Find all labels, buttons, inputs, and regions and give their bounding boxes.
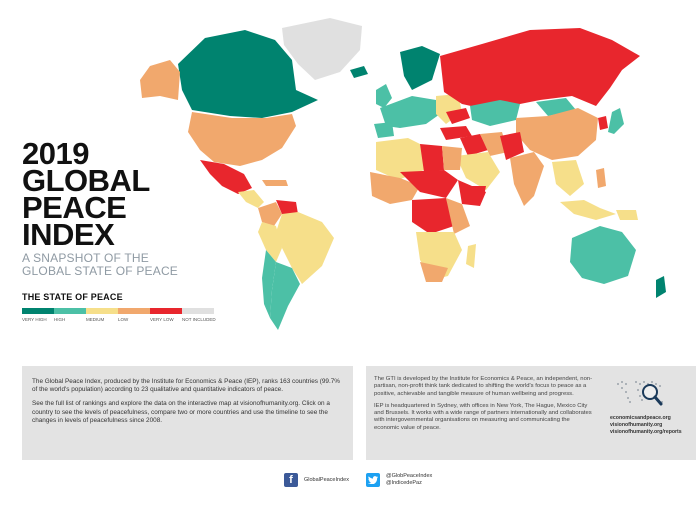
magnifier-map-icon	[617, 381, 663, 406]
legend-item-very-high: VERY HIGH	[22, 308, 54, 322]
legend-swatch	[22, 308, 54, 314]
legend-label: VERY LOW	[150, 317, 174, 322]
map-region-iberia[interactable]	[374, 122, 394, 138]
map-region-north-africa[interactable]	[376, 138, 428, 180]
map-region-egypt[interactable]	[442, 146, 462, 170]
map-region-brazil[interactable]	[276, 212, 334, 284]
legend-item-medium: MEDIUM	[86, 308, 118, 322]
map-region-india[interactable]	[510, 152, 544, 206]
map-region-south-africa[interactable]	[420, 262, 448, 282]
map-region-usa[interactable]	[188, 112, 296, 166]
map-region-turkey[interactable]	[440, 126, 472, 140]
legend-item-not-included: NOT INCLUDED	[182, 308, 216, 322]
map-region-kazakhstan[interactable]	[470, 100, 520, 126]
map-region-sahel[interactable]	[400, 170, 458, 198]
map-region-colombia[interactable]	[258, 202, 282, 226]
twitter-handle-paz: @IndicedePaz	[386, 480, 422, 486]
map-region-scandinavia[interactable]	[400, 46, 440, 90]
legend-bar: VERY HIGH HIGH MEDIUM LOW VERY LOW NOT I…	[22, 308, 216, 322]
legend-swatch	[86, 308, 118, 314]
iep-offices: IEP is headquartered in Sydney, with off…	[374, 402, 592, 431]
legend-item-low: LOW	[118, 308, 150, 322]
legend: THE STATE OF PEACE VERY HIGH HIGH MEDIUM…	[22, 292, 216, 322]
about-gpi-panel: The Global Peace Index, produced by the …	[22, 366, 353, 460]
map-region-caribbean[interactable]	[262, 180, 288, 186]
iep-links: economicsandpeace.org visionofhumanity.o…	[610, 415, 682, 436]
facebook-icon: f	[284, 473, 298, 487]
twitter-handles: @GlobPeaceIndex @IndicedePaz	[386, 473, 432, 487]
map-region-central-america[interactable]	[238, 190, 264, 208]
map-region-syria-iraq[interactable]	[460, 134, 488, 156]
facebook-link[interactable]: f GlobalPeaceIndex	[284, 473, 349, 487]
map-region-new-zealand[interactable]	[656, 276, 666, 298]
legend-swatch	[150, 308, 182, 314]
title-line-global: GLOBAL	[22, 163, 150, 198]
about-gpi-text: The Global Peace Index, produced by the …	[32, 378, 340, 394]
map-region-philippines[interactable]	[596, 168, 606, 188]
map-region-japan[interactable]	[608, 108, 624, 134]
map-region-korea[interactable]	[598, 116, 608, 130]
iep-description: The GTI is developed by the Institute fo…	[374, 376, 593, 397]
legend-label: NOT INCLUDED	[182, 317, 216, 322]
about-iep-panel: The GTI is developed by the Institute fo…	[366, 366, 696, 460]
twitter-handle-gpi: @GlobPeaceIndex	[386, 473, 433, 479]
interactive-map-text: See the full list of rankings and explor…	[32, 400, 330, 424]
subtitle-line-2: GLOBAL STATE OF PEACE	[22, 264, 179, 278]
title-block: 2019 GLOBAL PEACE INDEX A SNAPSHOT OF TH…	[22, 136, 178, 278]
map-region-indonesia[interactable]	[560, 200, 616, 220]
map-region-greenland[interactable]	[282, 18, 362, 80]
map-region-peru-bolivia[interactable]	[258, 222, 282, 262]
legend-swatch	[54, 308, 86, 314]
map-region-iceland[interactable]	[350, 66, 368, 78]
legend-title: THE STATE OF PEACE	[22, 292, 123, 302]
map-region-horn-of-africa[interactable]	[458, 180, 486, 206]
map-region-arabia[interactable]	[456, 152, 500, 190]
subtitle: A SNAPSHOT OF THE GLOBAL STATE OF PEACE	[22, 252, 178, 278]
map-region-alaska[interactable]	[140, 60, 180, 100]
map-region-argentina[interactable]	[270, 262, 300, 330]
map-region-papua[interactable]	[616, 210, 638, 220]
map-region-canada[interactable]	[178, 30, 318, 118]
legend-swatch	[182, 308, 214, 314]
link-economicsandpeace[interactable]: economicsandpeace.org	[610, 415, 671, 421]
twitter-icon	[366, 473, 380, 487]
legend-item-very-low: VERY LOW	[150, 308, 182, 322]
world-peace-map	[140, 18, 666, 330]
subtitle-line-1: A SNAPSHOT OF THE	[22, 251, 149, 265]
title-line-peace: PEACE	[22, 190, 127, 225]
title-line-index: INDEX	[22, 217, 115, 252]
map-region-ukraine[interactable]	[446, 108, 470, 124]
legend-label: MEDIUM	[86, 317, 105, 322]
map-region-venezuela[interactable]	[276, 200, 298, 214]
map-region-west-africa[interactable]	[370, 172, 420, 204]
facebook-handle: GlobalPeaceIndex	[304, 476, 349, 483]
legend-label: VERY HIGH	[22, 317, 47, 322]
main-title: 2019 GLOBAL PEACE INDEX	[22, 136, 178, 252]
map-region-chile[interactable]	[262, 250, 276, 318]
twitter-link[interactable]: @GlobPeaceIndex @IndicedePaz	[366, 473, 432, 487]
map-region-uk-ireland[interactable]	[376, 84, 392, 108]
map-region-libya[interactable]	[420, 144, 444, 172]
map-region-madagascar[interactable]	[466, 244, 476, 268]
title-line-year: 2019	[22, 136, 89, 171]
iep-text: The GTI is developed by the Institute fo…	[374, 376, 596, 437]
map-region-southeast-asia[interactable]	[552, 160, 584, 196]
map-region-australia[interactable]	[570, 226, 636, 284]
map-region-east-africa[interactable]	[446, 198, 470, 234]
link-visionofhumanity-reports[interactable]: visionofhumanity.org/reports	[610, 429, 682, 435]
legend-item-high: HIGH	[54, 308, 86, 322]
map-region-central-africa[interactable]	[412, 198, 454, 234]
map-region-china[interactable]	[516, 108, 598, 160]
legend-swatch	[118, 308, 150, 314]
legend-label: HIGH	[54, 317, 66, 322]
legend-label: LOW	[118, 317, 129, 322]
map-region-western-europe[interactable]	[380, 96, 440, 128]
map-region-mexico[interactable]	[200, 160, 252, 194]
link-visionofhumanity[interactable]: visionofhumanity.org	[610, 422, 663, 428]
map-region-afghanistan-pakistan[interactable]	[500, 132, 524, 160]
map-region-russia[interactable]	[440, 28, 640, 108]
